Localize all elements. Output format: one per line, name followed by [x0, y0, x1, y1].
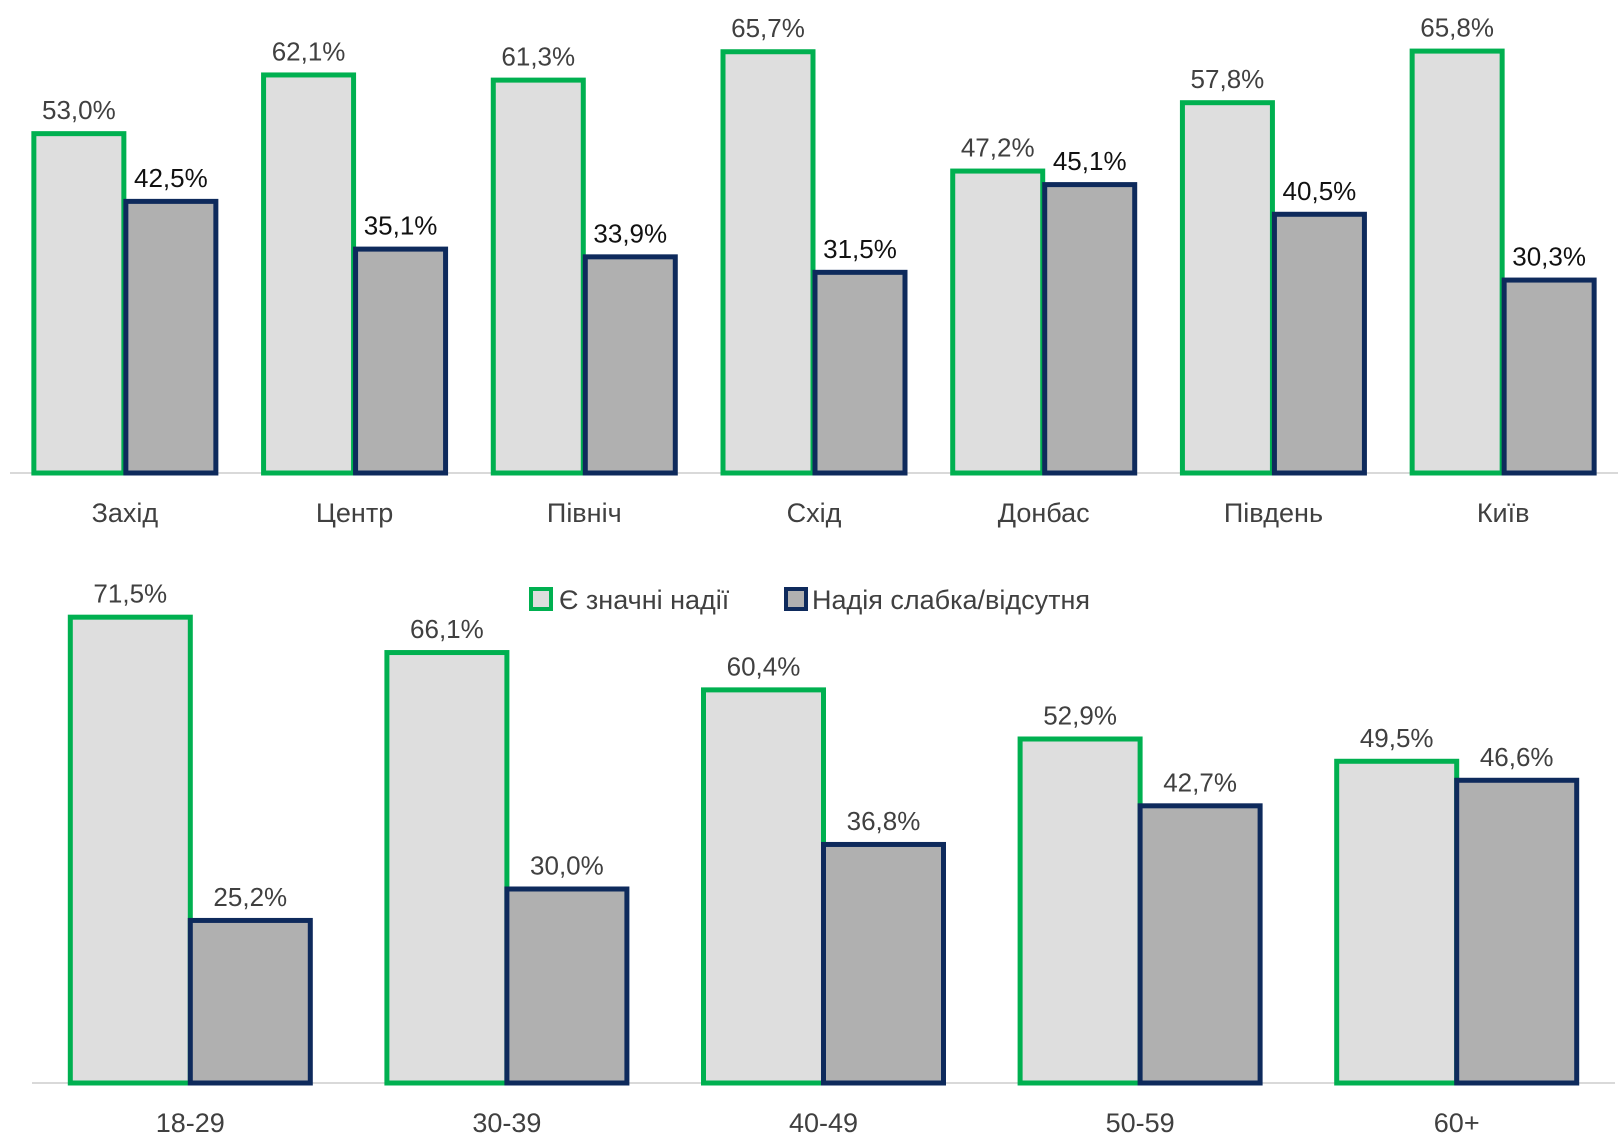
region-chart: 53,0% 42,5% Захід 62,1% 35,1% Центр 61,3% 33,9%…	[10, 13, 1618, 528]
bar-significant-hope-0	[67, 614, 193, 1086]
category-label-1: Центр	[316, 498, 393, 528]
category-label-4: 60+	[1434, 1108, 1480, 1138]
data-label-weak-hope-0: 42,5%	[134, 163, 208, 193]
data-label-weak-hope-4: 46,6%	[1480, 742, 1554, 772]
data-label-significant-hope-1: 62,1%	[272, 36, 346, 66]
bar-weak-hope-1	[353, 246, 449, 476]
bar-weak-hope-0	[123, 198, 219, 476]
bar-weak-hope-4	[1042, 182, 1138, 476]
category-label-2: 40-49	[789, 1108, 858, 1138]
data-label-significant-hope-0: 71,5%	[93, 579, 167, 609]
bar-significant-hope-1	[261, 72, 357, 476]
bar-weak-hope-0	[187, 917, 313, 1086]
data-label-significant-hope-2: 60,4%	[727, 651, 801, 681]
bar-weak-hope-2	[821, 841, 946, 1086]
data-label-significant-hope-5: 57,8%	[1191, 64, 1265, 94]
bar-weak-hope-5	[1271, 211, 1367, 476]
bar-significant-hope-0	[31, 131, 127, 476]
data-label-significant-hope-3: 52,9%	[1043, 701, 1117, 731]
bar-weak-hope-4	[1454, 777, 1580, 1086]
data-label-significant-hope-2: 61,3%	[501, 42, 575, 72]
bar-significant-hope-1	[384, 650, 510, 1086]
data-label-weak-hope-1: 35,1%	[364, 211, 438, 241]
bar-significant-hope-4	[950, 168, 1046, 476]
bar-weak-hope-6	[1501, 277, 1597, 476]
legend: Є значні надії Надія слабка/відсутня	[529, 585, 1090, 615]
category-label-5: Південь	[1224, 498, 1323, 528]
age-chart: 71,5% 25,2% 18-29 66,1% 30,0% 30-39 60,4% 36,8%…	[32, 579, 1615, 1138]
legend-swatch-series2	[784, 587, 808, 611]
data-label-weak-hope-2: 36,8%	[847, 806, 921, 836]
data-label-significant-hope-4: 49,5%	[1360, 723, 1434, 753]
bar-weak-hope-3	[1137, 803, 1263, 1086]
bar-weak-hope-2	[582, 254, 678, 476]
data-label-significant-hope-1: 66,1%	[410, 614, 484, 644]
data-label-weak-hope-4: 45,1%	[1053, 146, 1127, 176]
data-label-weak-hope-2: 33,9%	[593, 218, 667, 248]
category-label-4: Донбас	[998, 498, 1090, 528]
data-label-significant-hope-0: 53,0%	[42, 95, 116, 125]
data-label-significant-hope-6: 65,8%	[1420, 13, 1494, 43]
bar-significant-hope-4	[1334, 758, 1460, 1086]
data-label-weak-hope-0: 25,2%	[213, 882, 287, 912]
category-label-0: Захід	[92, 498, 159, 528]
bar-weak-hope-1	[504, 886, 630, 1086]
bar-significant-hope-2	[490, 77, 586, 476]
bar-significant-hope-3	[720, 49, 816, 476]
data-label-weak-hope-6: 30,3%	[1512, 242, 1586, 272]
bar-significant-hope-2	[701, 687, 826, 1086]
legend-label-series1: Є значні надії	[559, 585, 730, 615]
category-label-3: 50-59	[1106, 1108, 1175, 1138]
bar-significant-hope-6	[1409, 48, 1505, 476]
bar-significant-hope-5	[1179, 100, 1275, 476]
data-label-weak-hope-3: 31,5%	[823, 234, 897, 264]
bar-weak-hope-3	[812, 269, 908, 476]
data-label-significant-hope-3: 65,7%	[731, 13, 805, 43]
data-label-weak-hope-3: 42,7%	[1163, 767, 1237, 797]
data-label-weak-hope-5: 40,5%	[1283, 176, 1357, 206]
category-label-3: Схід	[787, 498, 842, 528]
bar-significant-hope-3	[1017, 736, 1143, 1086]
legend-swatch-series1	[529, 587, 553, 611]
category-label-0: 18-29	[156, 1108, 225, 1138]
data-label-weak-hope-1: 30,0%	[530, 851, 604, 881]
legend-label-series2: Надія слабка/відсутня	[812, 585, 1090, 615]
category-label-1: 30-39	[472, 1108, 541, 1138]
data-label-significant-hope-4: 47,2%	[961, 133, 1035, 163]
category-label-6: Київ	[1477, 498, 1530, 528]
category-label-2: Північ	[547, 498, 622, 528]
